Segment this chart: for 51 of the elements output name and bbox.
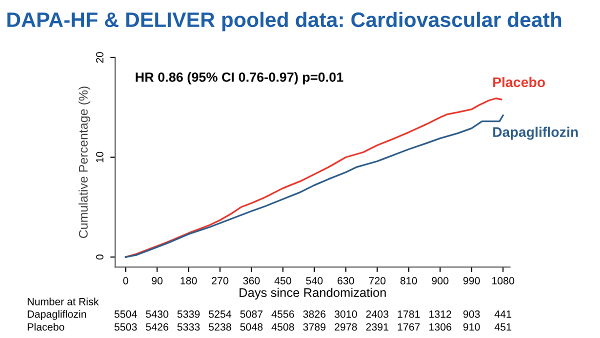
x-tick-label: 810 [400,277,417,284]
text: 451 [494,323,512,331]
text: 4508 [272,323,294,331]
x-tick-label: 900 [432,277,448,284]
text: Number at Risk [28,298,99,306]
text: 1767 [398,323,420,331]
text: 2978 [334,323,357,331]
text: 5503 [114,323,137,331]
text: 5254 [208,310,232,318]
x-tick-label: 270 [212,277,228,284]
chart-title: DAPA-HF & DELIVER pooled data: Cardiovascular death [7,12,562,32]
text: 5048 [240,323,263,331]
y-axis-title: Cumulative Percentage (%) [78,86,90,238]
text: 2391 [366,323,388,331]
y-tick-label: 10 [96,152,104,162]
text: 5339 [177,310,200,318]
x-axis-title: Days since Randomization [240,288,386,300]
text: 3826 [303,310,326,318]
x-tick-label: 450 [274,277,292,284]
text: 1781 [398,310,420,318]
text: Dapagliflozin [28,310,86,320]
x-tick-label: 540 [306,277,323,284]
x-tick-label: 180 [180,277,197,284]
annotation: HR 0.86 (95% CI 0.76-0.97) p=0.01 [136,72,344,84]
text: Placebo [28,323,64,331]
text: 1312 [429,310,452,318]
text: 3010 [334,310,357,318]
x-tick-label: 90 [152,277,163,284]
text: 3789 [303,323,326,331]
text: 910 [463,323,480,331]
text: 4556 [272,310,294,318]
text: 2403 [366,310,388,318]
series-label: Dapagliflozin [493,126,578,140]
text: 5087 [240,310,263,318]
text: 5238 [208,323,232,331]
x-tick-label: 630 [338,277,354,284]
y-tick-label: 20 [96,52,104,63]
y-tick-label: 0 [96,254,104,260]
text: 5430 [146,310,168,318]
x-tick-label: 990 [463,277,480,284]
x-tick-label: 720 [369,277,386,284]
text: 5426 [146,323,168,331]
text: 903 [463,310,480,318]
x-tick-label: 1080 [492,277,514,284]
x-tick-label: 360 [243,277,260,284]
text: 5504 [114,310,137,318]
x-tick-label: 0 [123,277,128,284]
series-label: Placebo [493,76,545,88]
text: 1306 [429,323,452,331]
text: 441 [494,310,512,318]
text: 5333 [177,323,200,331]
